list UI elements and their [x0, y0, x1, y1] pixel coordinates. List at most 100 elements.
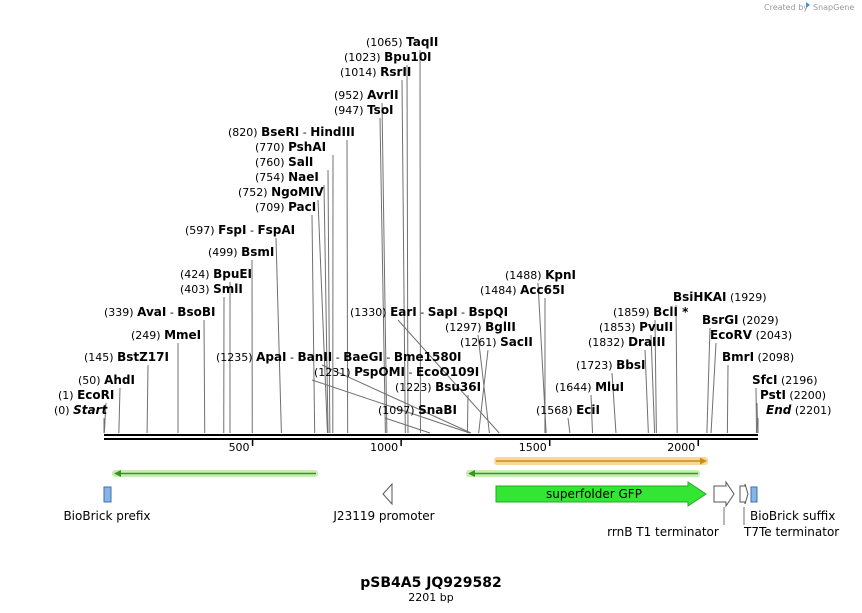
axis-ticks: 500 1000 1500 2000 — [229, 440, 700, 454]
site-connector-line — [311, 379, 470, 434]
site-connector-line — [590, 394, 593, 434]
restriction-site-label: (1832) DraIII — [588, 335, 665, 349]
restriction-site-label: (339) AvaI - BsoBI — [104, 305, 215, 319]
site-connector-line — [103, 402, 107, 434]
restriction-site-label: (709) PacI — [255, 200, 316, 214]
restriction-site-label: (770) PshAI — [255, 140, 326, 154]
restriction-site-label: (249) MmeI — [131, 328, 201, 342]
restriction-site-label: EcoRV (2043) — [710, 328, 792, 342]
site-connector-line — [654, 319, 657, 434]
site-connector-line — [675, 304, 678, 434]
j23119-promoter-feature — [382, 482, 393, 506]
site-connector-line — [611, 372, 617, 434]
restriction-site-label: (1261) SacII — [460, 335, 533, 349]
site-connector-line — [726, 364, 729, 434]
biobrick-suffix-feature — [750, 486, 758, 503]
restriction-site-label: (145) BstZ17I — [84, 350, 169, 364]
biobrick-prefix-label: BioBrick prefix — [63, 509, 150, 523]
enzyme-labels: (1065) TaqII(1023) Bpu10I(1014) RsrII (95… — [54, 35, 831, 417]
restriction-site-label: (1297) BglII — [445, 320, 516, 334]
superfolder-gfp-label: superfolder GFP — [546, 487, 642, 501]
restriction-site-label: (1723) BbsI — [576, 358, 645, 372]
restriction-site-label: (1568) EciI — [536, 403, 600, 417]
restriction-site-label: End (2201) — [766, 403, 831, 417]
site-connector-line — [327, 169, 331, 434]
restriction-site-label: (1853) PvuII — [599, 320, 673, 334]
restriction-site-label: (0) Start — [54, 403, 108, 417]
restriction-site-label: BsiHKAI (1929) — [673, 290, 767, 304]
restriction-site-label: (424) BpuEI — [180, 267, 252, 281]
site-connector-line — [146, 364, 149, 434]
restriction-site-label: (1644) MluI — [555, 380, 624, 394]
t7te-terminator-label: T7Te terminator — [743, 525, 839, 539]
site-connector-line — [567, 417, 571, 434]
site-connector-line — [706, 327, 711, 434]
restriction-site-label: (1330) EarI - SapI - BspQI — [350, 305, 508, 319]
superfolder-gfp-feature — [495, 481, 707, 507]
biobrick-suffix-label: BioBrick suffix — [750, 509, 835, 523]
restriction-site-label: (1023) Bpu10I — [344, 50, 432, 64]
site-connector-line — [321, 364, 472, 434]
site-connector-line — [710, 342, 717, 434]
restriction-site-label: (1859) BclI * — [613, 305, 689, 319]
axis-tick-label: 500 — [229, 441, 250, 454]
restriction-site-label: (952) AvrII — [334, 88, 399, 102]
restriction-site-label: (754) NaeI — [255, 170, 319, 184]
snapgene-logo-icon — [806, 2, 810, 8]
site-connector-line — [118, 387, 121, 434]
restriction-site-label: (820) BseRI - HindIII — [228, 125, 355, 139]
site-connector-line — [397, 319, 500, 434]
axis-tick-label: 1000 — [370, 441, 398, 454]
credit-brand: SnapGene — [813, 3, 854, 12]
restriction-site-label: (499) BsmI — [208, 245, 274, 259]
site-connector-line — [379, 117, 386, 434]
map-subtitle: 2201 bp — [408, 591, 453, 604]
forward-strand-arrow-orange — [494, 457, 708, 465]
reverse-strand-arrow-left — [112, 470, 318, 477]
site-connector-line — [650, 334, 656, 434]
restriction-site-label: (1097) SnaBI — [378, 403, 457, 417]
label-connector-lines — [103, 49, 759, 434]
site-connector-line — [644, 349, 649, 434]
restriction-site-label: (403) SmlI — [180, 282, 243, 296]
site-connector-line — [478, 349, 489, 434]
biobrick-prefix-feature — [103, 486, 112, 503]
rrnb-t1-terminator-feature — [713, 480, 735, 508]
rrnb-t1-terminator-label: rrnB T1 terminator — [607, 525, 719, 539]
site-connector-line — [384, 417, 431, 434]
site-connector-line — [466, 394, 469, 434]
restriction-site-label: SfcI (2196) — [752, 373, 818, 387]
axis-tick-label: 1500 — [519, 441, 547, 454]
restriction-site-label: (752) NgoMIV — [238, 185, 324, 199]
restriction-site-label: (947) TsoI — [334, 103, 394, 117]
site-connector-line — [323, 184, 329, 434]
j23119-promoter-label: J23119 promoter — [332, 509, 434, 523]
restriction-site-label: (1065) TaqII — [366, 35, 438, 49]
restriction-site-label: (1488) KpnI — [505, 268, 576, 282]
restriction-site-label: (50) AhdI — [78, 373, 135, 387]
site-connector-line — [401, 79, 406, 434]
sequence-backbone — [104, 434, 758, 440]
restriction-site-label: (1014) RsrII — [340, 65, 411, 79]
reverse-strand-arrow-right — [466, 470, 700, 477]
site-connector-line — [755, 387, 758, 434]
credit-text: Created by — [764, 3, 808, 12]
restriction-site-label: (1223) Bsu36I — [395, 380, 481, 394]
site-connector-line — [381, 102, 388, 434]
t7te-terminator-feature — [739, 483, 749, 505]
site-connector-line — [203, 319, 206, 434]
axis-tick-label: 2000 — [667, 441, 695, 454]
site-connector-line — [275, 237, 282, 434]
restriction-site-label: (760) SalI — [255, 155, 313, 169]
restriction-site-label: (1) EcoRI — [58, 388, 114, 402]
site-connector-line — [317, 199, 328, 434]
map-title: pSB4A5 JQ929582 — [360, 575, 502, 591]
restriction-site-label: BsrGI (2029) — [702, 313, 779, 327]
restriction-site-label: (597) FspI - FspAI — [185, 223, 295, 237]
restriction-site-label: BmrI (2098) — [722, 350, 794, 364]
site-connector-line — [311, 214, 316, 434]
restriction-site-label: (1484) Acc65I — [480, 283, 565, 297]
site-connector-line — [346, 139, 349, 434]
restriction-site-label: PstI (2200) — [760, 388, 826, 402]
